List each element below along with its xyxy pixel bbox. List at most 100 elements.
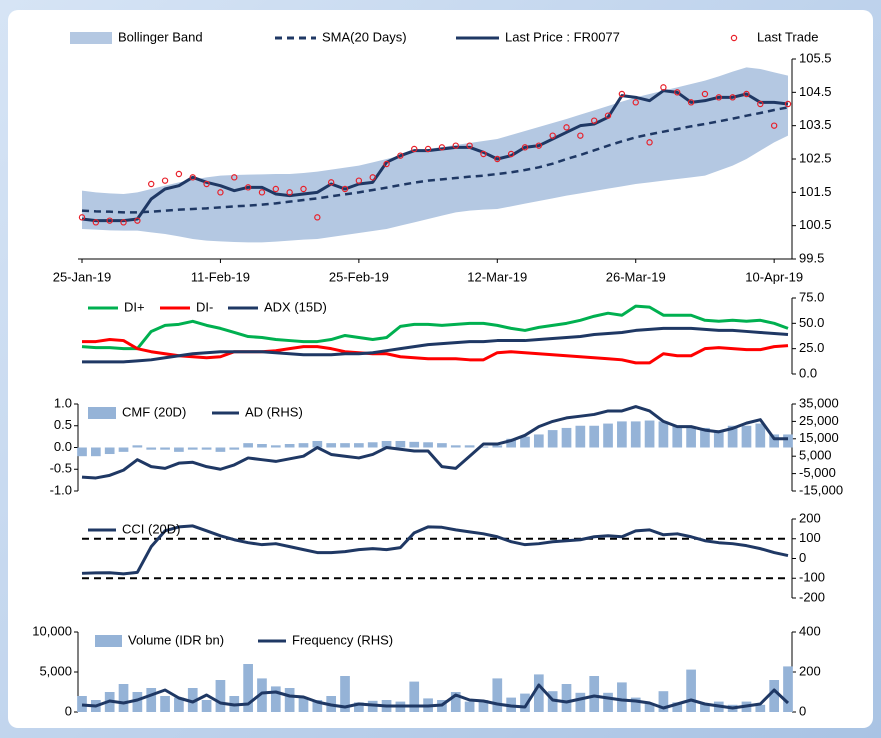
bar bbox=[450, 445, 461, 448]
bar bbox=[561, 427, 572, 448]
bar bbox=[215, 447, 226, 452]
bar bbox=[298, 697, 309, 712]
bar bbox=[312, 440, 323, 448]
marker bbox=[424, 145, 432, 153]
bar bbox=[769, 434, 780, 448]
y-tick-label: -200 bbox=[799, 589, 825, 604]
y-tick-label: 50.0 bbox=[799, 315, 824, 330]
bar bbox=[90, 447, 101, 457]
bar bbox=[741, 425, 752, 448]
legend-swatch bbox=[88, 407, 116, 419]
y-tick-label: 104.5 bbox=[799, 84, 832, 99]
marker bbox=[701, 90, 709, 98]
bar bbox=[617, 421, 627, 448]
bar bbox=[243, 664, 253, 712]
x-tick-label: 10-Apr-19 bbox=[745, 269, 803, 284]
x-tick-label: 11-Feb-19 bbox=[191, 269, 250, 284]
marker bbox=[715, 94, 722, 101]
y-tick-label: 100.5 bbox=[799, 217, 832, 232]
y-tick-label: 200 bbox=[799, 663, 821, 678]
bollinger-band bbox=[82, 67, 788, 243]
bar bbox=[270, 445, 281, 448]
bar bbox=[284, 688, 295, 712]
bar bbox=[672, 702, 683, 712]
marker bbox=[92, 219, 100, 226]
bar bbox=[174, 697, 184, 712]
bar bbox=[312, 700, 323, 712]
marker bbox=[452, 142, 459, 149]
y-tick-label: 25,000 bbox=[799, 413, 839, 428]
marker bbox=[480, 150, 487, 158]
x-tick-label: 25-Jan-19 bbox=[53, 269, 112, 284]
bar bbox=[769, 680, 780, 712]
marker bbox=[521, 144, 529, 151]
bar bbox=[575, 425, 586, 448]
legend-label: Last Price : FR0077 bbox=[505, 29, 620, 44]
bar bbox=[464, 445, 475, 448]
marker bbox=[438, 144, 446, 151]
bar bbox=[547, 691, 558, 712]
marker bbox=[535, 142, 543, 149]
marker bbox=[175, 170, 183, 178]
legend-label: Bollinger Band bbox=[118, 29, 203, 44]
y-tick-label: 1.0 bbox=[54, 395, 72, 410]
bar bbox=[644, 704, 655, 712]
marker bbox=[300, 185, 307, 193]
bar bbox=[354, 702, 364, 712]
marker bbox=[341, 185, 349, 193]
bar bbox=[437, 443, 447, 448]
marker bbox=[757, 100, 764, 108]
y-tick-label: 15,000 bbox=[799, 430, 839, 445]
marker bbox=[632, 99, 639, 106]
bar bbox=[644, 420, 655, 448]
bar bbox=[700, 704, 710, 712]
marker bbox=[134, 217, 141, 224]
bar bbox=[575, 692, 586, 712]
marker bbox=[327, 179, 335, 186]
bar bbox=[409, 441, 420, 448]
y-tick-label: 102.5 bbox=[799, 150, 832, 165]
y-tick-label: 0 bbox=[799, 703, 806, 718]
bar bbox=[118, 447, 129, 452]
marker bbox=[217, 189, 224, 196]
bar bbox=[520, 693, 530, 712]
bar bbox=[478, 700, 489, 712]
y-tick-label: -1.0 bbox=[50, 482, 72, 497]
bar bbox=[367, 442, 378, 448]
marker bbox=[646, 139, 653, 146]
bar bbox=[354, 443, 364, 448]
marker bbox=[729, 94, 736, 101]
x-tick-label: 25-Feb-19 bbox=[329, 269, 389, 284]
bar bbox=[298, 443, 309, 448]
line bbox=[82, 338, 789, 365]
marker bbox=[507, 150, 515, 158]
bar bbox=[146, 447, 157, 450]
marker bbox=[286, 189, 293, 196]
bar bbox=[270, 686, 281, 712]
y-tick-label: -100 bbox=[799, 570, 825, 585]
y-tick-label: 105.5 bbox=[799, 50, 832, 65]
bar bbox=[658, 691, 669, 712]
bar bbox=[547, 430, 558, 448]
bar bbox=[132, 445, 143, 448]
y-tick-label: 99.5 bbox=[799, 250, 824, 265]
y-tick-label: -5,000 bbox=[799, 465, 836, 480]
bar bbox=[783, 666, 793, 712]
marker bbox=[314, 214, 321, 221]
legend-label: SMA(20 Days) bbox=[322, 29, 407, 44]
legend-swatch bbox=[730, 34, 738, 42]
marker bbox=[590, 117, 598, 124]
y-tick-label: 0 bbox=[65, 703, 72, 718]
bar bbox=[727, 425, 738, 448]
y-tick-label: 5,000 bbox=[39, 663, 72, 678]
bar bbox=[589, 425, 600, 448]
bar bbox=[187, 447, 198, 450]
bar bbox=[617, 682, 627, 712]
y-tick-label: 35,000 bbox=[799, 395, 839, 410]
legend-swatch bbox=[70, 32, 112, 44]
bar bbox=[104, 447, 115, 455]
marker bbox=[244, 184, 252, 191]
marker bbox=[687, 99, 695, 106]
marker bbox=[494, 155, 501, 163]
legend-label: CCI (20D) bbox=[122, 521, 181, 536]
